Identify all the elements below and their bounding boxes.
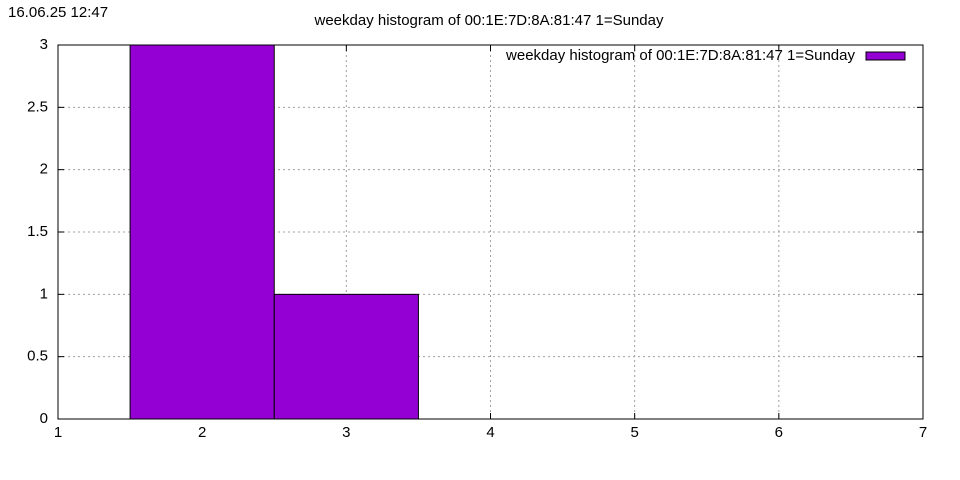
bar: [273, 293, 419, 420]
x-tick-label: 5: [630, 424, 638, 441]
y-tick-label: 2.5: [27, 98, 48, 115]
x-tick-label: 4: [486, 424, 494, 441]
y-tick-label: 0: [40, 410, 48, 427]
x-tick-label: 7: [919, 424, 927, 441]
plot-border: [57, 44, 924, 420]
y-tick-label: 3: [40, 36, 48, 53]
y-tick-label: 0.5: [27, 348, 48, 365]
x-tick-label: 1: [54, 424, 62, 441]
y-tick-label: 1: [40, 285, 48, 302]
y-tick-label: 2: [40, 161, 48, 178]
y-tick-label: 1.5: [27, 223, 48, 240]
x-tick-label: 3: [342, 424, 350, 441]
x-tick-label: 2: [198, 424, 206, 441]
chart-title: weekday histogram of 00:1E:7D:8A:81:47 1…: [314, 12, 664, 29]
timestamp: 16.06.25 12:47: [8, 4, 108, 21]
bar: [129, 44, 275, 420]
legend-swatch: [865, 51, 906, 61]
x-tick-label: 6: [775, 424, 783, 441]
legend-label: weekday histogram of 00:1E:7D:8A:81:47 1…: [505, 47, 855, 64]
